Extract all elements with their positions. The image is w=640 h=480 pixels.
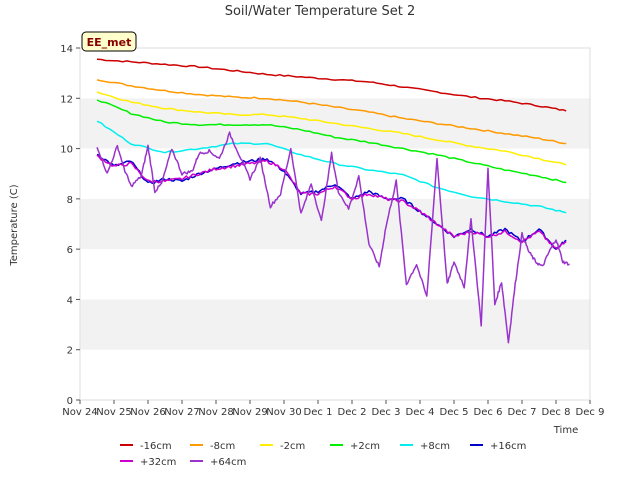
x-tick-label: Nov 30 (266, 407, 301, 418)
series-line-16cm (96, 58, 567, 112)
y-tick-label: 0 (67, 396, 73, 407)
x-tick-label: Nov 29 (232, 407, 267, 418)
x-tick-label: Nov 24 (62, 407, 97, 418)
series-line-16cm (96, 153, 567, 250)
plot-frame (79, 47, 591, 401)
legend-label: +16cm (490, 441, 526, 452)
station-badge-label: EE_met (87, 36, 132, 49)
y-tick-label: 12 (60, 94, 73, 105)
x-tick-label: Dec 2 (338, 407, 367, 418)
series-line-2cm (96, 91, 567, 166)
grid-band (80, 48, 590, 99)
x-tick-label: Dec 9 (576, 407, 605, 418)
y-tick-label: 2 (67, 346, 73, 357)
series-line-8cm (96, 120, 567, 214)
legend-label: -2cm (280, 441, 305, 452)
x-tick-label: Dec 6 (474, 407, 503, 418)
y-axis: 0 2 4 6 8 10 12 14 (60, 44, 80, 407)
grid-band (80, 349, 590, 400)
x-tick-label: Dec 8 (542, 407, 571, 418)
y-tick-label: 10 (60, 145, 73, 156)
x-tick-label: Dec 5 (440, 407, 469, 418)
y-tick-label: 14 (60, 44, 73, 55)
x-tick-label: Dec 1 (304, 407, 333, 418)
series-line-32cm (96, 154, 567, 250)
series-line-64cm (96, 131, 570, 344)
x-tick-label: Nov 27 (164, 407, 199, 418)
y-axis-label: Temperature (C) (9, 184, 20, 266)
x-tick-label: Nov 26 (130, 407, 165, 418)
legend-label: -8cm (210, 441, 235, 452)
station-badge: EE_met (81, 31, 137, 52)
series-lines (96, 58, 570, 344)
grid-band (80, 249, 590, 300)
x-axis-label: Time (553, 425, 578, 436)
legend-label: -16cm (140, 441, 172, 452)
grid-band (80, 198, 590, 250)
plot-bands (80, 48, 590, 400)
y-tick-label: 6 (67, 245, 73, 256)
x-tick-label: Dec 7 (508, 407, 537, 418)
x-tick-label: Dec 3 (372, 407, 401, 418)
series-line-8cm (96, 79, 567, 145)
series-line-2cm (96, 99, 567, 184)
grid-band (80, 299, 590, 350)
x-tick-label: Nov 28 (198, 407, 233, 418)
legend: -16cm -8cm -2cm +2cm +8cm +16cm +32cm +64cm (120, 441, 526, 468)
legend-label: +2cm (350, 441, 380, 452)
x-tick-label: Dec 4 (406, 407, 435, 418)
legend-label: +32cm (140, 457, 176, 468)
legend-label: +8cm (420, 441, 450, 452)
legend-label: +64cm (210, 457, 246, 468)
chart-title: Soil/Water Temperature Set 2 (225, 4, 416, 19)
x-tick-label: Nov 25 (96, 407, 131, 418)
y-tick-label: 4 (67, 295, 73, 306)
y-tick-label: 8 (67, 195, 73, 206)
station-badge-box (81, 31, 137, 52)
